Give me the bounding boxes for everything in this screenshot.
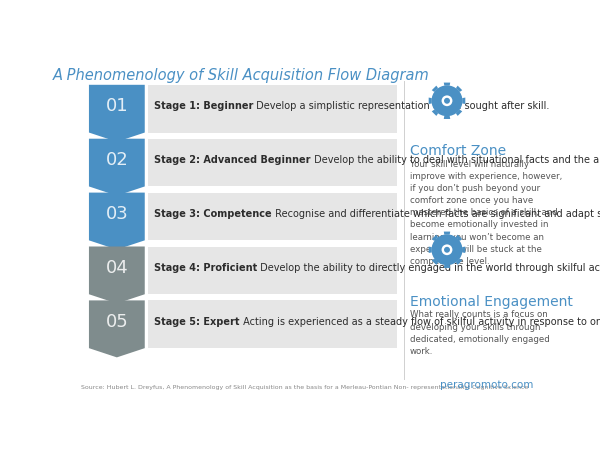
Polygon shape [432,86,438,92]
Polygon shape [444,265,450,268]
Text: 01: 01 [106,97,128,115]
FancyBboxPatch shape [148,247,397,294]
Text: Emotional Engagement: Emotional Engagement [410,295,572,309]
Text: Develop the ability to deal with situational facts and the application of maxims: Develop the ability to deal with situati… [311,155,600,165]
FancyBboxPatch shape [148,301,397,348]
Polygon shape [462,98,466,104]
Circle shape [444,98,450,104]
Polygon shape [432,234,438,241]
Polygon shape [89,301,145,357]
Polygon shape [456,259,462,265]
Polygon shape [456,86,462,92]
Text: Develop the ability to directly engaged in the world through skilful activity.: Develop the ability to directly engaged … [257,263,600,273]
Text: 02: 02 [106,151,128,169]
Text: Stage 3: Competence: Stage 3: Competence [154,209,272,219]
Polygon shape [456,110,462,116]
Text: Develop a simplistic representation of the sought after skill.: Develop a simplistic representation of t… [253,101,550,111]
Text: What really counts is a focus on
developing your skills through
dedicated, emoti: What really counts is a focus on develop… [410,310,550,356]
Text: Source: Hubert L. Dreyfus, A Phenomenology of Skill Acquisition as the basis for: Source: Hubert L. Dreyfus, A Phenomenolo… [81,385,529,390]
Polygon shape [428,247,432,253]
Polygon shape [462,247,466,253]
FancyBboxPatch shape [148,85,397,133]
Text: Stage 4: Proficient: Stage 4: Proficient [154,263,257,273]
Text: Stage 1: Beginner: Stage 1: Beginner [154,101,253,111]
Text: 05: 05 [106,313,128,331]
Text: 04: 04 [106,259,128,277]
Circle shape [442,244,452,255]
Polygon shape [89,139,145,196]
Polygon shape [432,259,438,265]
FancyBboxPatch shape [148,139,397,186]
FancyBboxPatch shape [148,193,397,240]
Text: Acting is experienced as a steady flow of skilful activity in response to one’s : Acting is experienced as a steady flow o… [239,316,600,327]
Text: Stage 5: Expert: Stage 5: Expert [154,316,239,327]
Circle shape [442,95,452,106]
Text: peragromoto.com: peragromoto.com [440,380,534,390]
Polygon shape [456,234,462,241]
Circle shape [444,247,450,253]
Polygon shape [444,116,450,119]
Text: 03: 03 [106,205,128,223]
Circle shape [431,234,463,265]
Polygon shape [89,247,145,303]
Polygon shape [444,232,450,234]
Text: Comfort Zone: Comfort Zone [410,144,506,158]
Text: Recognise and differentiate which facts are significant and adapt strategies bas: Recognise and differentiate which facts … [272,209,600,219]
Text: Your skill level will naturally
improve with experience, however,
if you don’t p: Your skill level will naturally improve … [410,160,562,266]
Polygon shape [432,110,438,116]
Text: Stage 2: Advanced Beginner: Stage 2: Advanced Beginner [154,155,311,165]
Polygon shape [444,83,450,86]
Polygon shape [89,85,145,142]
Circle shape [431,86,463,116]
Polygon shape [89,193,145,250]
Text: A Phenomenology of Skill Acquisition Flow Diagram: A Phenomenology of Skill Acquisition Flo… [53,68,430,83]
Polygon shape [428,98,432,104]
